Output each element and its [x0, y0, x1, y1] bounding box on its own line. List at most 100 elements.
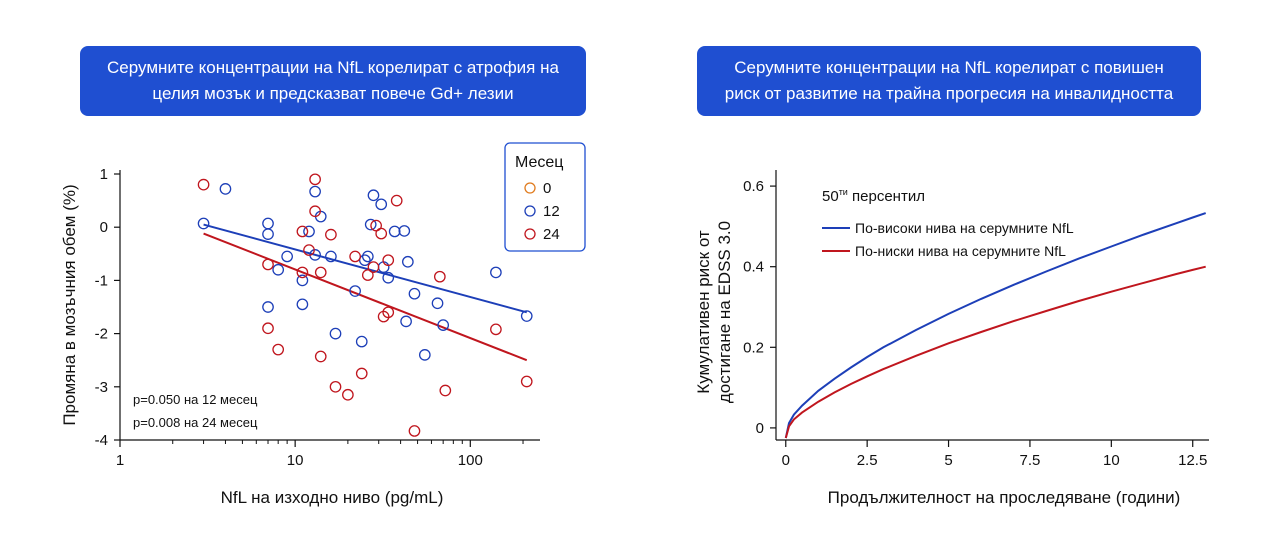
- scatter-point-month-12: [400, 315, 412, 328]
- right-banner-line-1: Серумните концентрации на NfL корелират …: [734, 58, 1164, 77]
- scatter-point-month-24: [382, 254, 395, 267]
- scatter-annotation-12: p=0.050 на 12 месец: [133, 392, 258, 407]
- scatter-point-month-24: [390, 194, 403, 207]
- scatter-x-axis-title: NfL на изходно ниво (pg/mL): [221, 488, 444, 507]
- scatter-x-tick-label: 1: [116, 452, 124, 469]
- scatter-point-month-12: [303, 225, 315, 238]
- scatter-y-tick-label: 1: [100, 166, 108, 183]
- scatter-point-month-24: [309, 205, 321, 218]
- scatter-point-month-24: [197, 178, 210, 191]
- scatter-point-month-24: [367, 261, 380, 273]
- scatter-point-month-24: [272, 343, 285, 356]
- scatter-point-month-24: [303, 244, 315, 256]
- scatter-point-month-24: [520, 375, 533, 388]
- risk-curve-lower: [784, 265, 1206, 439]
- scatter-y-tick-label: -3: [95, 379, 108, 396]
- scatter-point-month-12: [349, 285, 361, 297]
- legend-label-lower: По-ниски нива на серумните NfL: [855, 243, 1066, 259]
- scatter-point-month-12: [364, 218, 377, 231]
- scatter-x-tick-label: 100: [458, 452, 483, 469]
- scatter-point-month-12: [329, 327, 342, 340]
- scatter-point-month-24: [355, 367, 368, 380]
- scatter-point-month-24: [262, 322, 274, 335]
- scatter-chart: NfL на изходно ниво (pg/mL) Промяна в мо…: [60, 142, 586, 507]
- scatter-point-month-12: [219, 183, 232, 195]
- legend-label-month-0: 0: [543, 180, 551, 197]
- risk-subtitle-superscript: ти: [839, 187, 848, 197]
- scatter-point-month-24: [382, 306, 395, 319]
- scatter-point-month-12: [490, 266, 502, 279]
- scatter-point-month-12: [355, 335, 368, 348]
- risk-subtitle-text: персентил: [848, 188, 925, 205]
- scatter-legend: Месец 0 12 24: [504, 142, 586, 252]
- risk-subtitle: 50ти персентил: [822, 187, 925, 205]
- scatter-point-month-12: [398, 225, 411, 237]
- left-chart-banner: Серумните концентрации на NfL корелират …: [80, 46, 586, 116]
- scatter-point-month-12: [431, 297, 444, 310]
- scatter-point-month-24: [349, 250, 361, 263]
- legend-marker-month-24: [524, 228, 536, 240]
- trendline-month-24: [203, 232, 528, 362]
- scatter-point-month-24: [342, 388, 354, 401]
- risk-x-tick-label: 2.5: [857, 452, 878, 469]
- risk-x-tick-label: 10: [1103, 452, 1120, 469]
- risk-x-tick-label: 0: [782, 452, 790, 469]
- scatter-point-month-12: [408, 287, 421, 300]
- scatter-point-month-12: [296, 298, 309, 311]
- scatter-point-month-24: [408, 425, 421, 437]
- legend-label-month-12: 12: [543, 203, 560, 220]
- risk-y-tick-label: 0.2: [743, 339, 764, 356]
- scatter-point-month-12: [382, 271, 395, 284]
- scatter-point-month-12: [325, 250, 337, 263]
- left-banner-line-2: целия мозък и предсказват повече Gd+ лез…: [152, 84, 514, 103]
- legend-label-higher: По-високи нива на серумните NfL: [855, 220, 1074, 236]
- risk-y-axis-title-line-1: Кумулативен риск от: [694, 230, 713, 394]
- right-chart-banner: Серумните концентрации на NfL корелират …: [697, 46, 1201, 116]
- scatter-point-month-24: [325, 228, 337, 241]
- risk-y-tick-label: 0.6: [743, 178, 764, 195]
- scatter-point-month-24: [375, 227, 388, 240]
- scatter-point-month-24: [262, 258, 274, 271]
- trendline-month-12: [203, 223, 527, 314]
- scatter-y-tick-label: 0: [100, 219, 108, 236]
- scatter-point-month-12: [262, 217, 274, 230]
- risk-x-axis-title: Продължителност на проследяване (години): [828, 488, 1181, 507]
- scatter-point-month-24: [361, 269, 374, 281]
- scatter-point-month-12: [375, 198, 388, 211]
- scatter-point-month-12: [281, 250, 293, 263]
- scatter-y-axis-title: Промяна в мозъчния обем (%): [60, 184, 79, 425]
- risk-y-axis-title-line-2: достигане на EDSS 3.0: [715, 221, 734, 403]
- scatter-y-tick-label: -2: [95, 326, 108, 343]
- scatter-y-tick-label: -4: [95, 432, 108, 449]
- scatter-point-month-24: [490, 323, 502, 336]
- left-banner-line-1: Серумните концентрации на NfL корелират …: [107, 58, 559, 77]
- scatter-point-month-12: [437, 319, 450, 331]
- scatter-point-month-24: [309, 173, 321, 186]
- scatter-legend-title: Месец: [515, 154, 563, 171]
- scatter-point-month-12: [367, 189, 380, 202]
- risk-x-tick-label: 7.5: [1020, 452, 1041, 469]
- legend-marker-month-12: [524, 205, 536, 217]
- scatter-point-month-12: [358, 254, 371, 267]
- risk-y-tick-label: 0: [756, 420, 764, 437]
- scatter-point-month-24: [296, 225, 309, 238]
- scatter-point-month-12: [388, 225, 401, 238]
- risk-y-tick-label: 0.4: [743, 259, 764, 276]
- scatter-point-month-12: [262, 301, 274, 313]
- scatter-point-month-12: [262, 228, 274, 240]
- risk-legend: По-високи нива на серумните NfL По-ниски…: [822, 220, 1074, 259]
- scatter-point-month-24: [433, 270, 446, 283]
- scatter-legend-box: [504, 142, 586, 252]
- scatter-point-month-12: [361, 250, 374, 263]
- scatter-point-month-12: [402, 255, 414, 268]
- legend-marker-month-0: [524, 182, 536, 194]
- scatter-point-month-12: [418, 349, 431, 361]
- risk-line-chart: Продължителност на проследяване (години)…: [694, 170, 1209, 507]
- risk-subtitle-number: 50: [822, 188, 839, 205]
- scatter-point-month-24: [314, 350, 327, 363]
- legend-label-month-24: 24: [543, 226, 560, 243]
- scatter-point-month-12: [296, 274, 309, 287]
- scatter-x-tick-label: 10: [287, 452, 304, 469]
- scatter-annotation-24: p=0.008 на 24 месец: [133, 415, 258, 430]
